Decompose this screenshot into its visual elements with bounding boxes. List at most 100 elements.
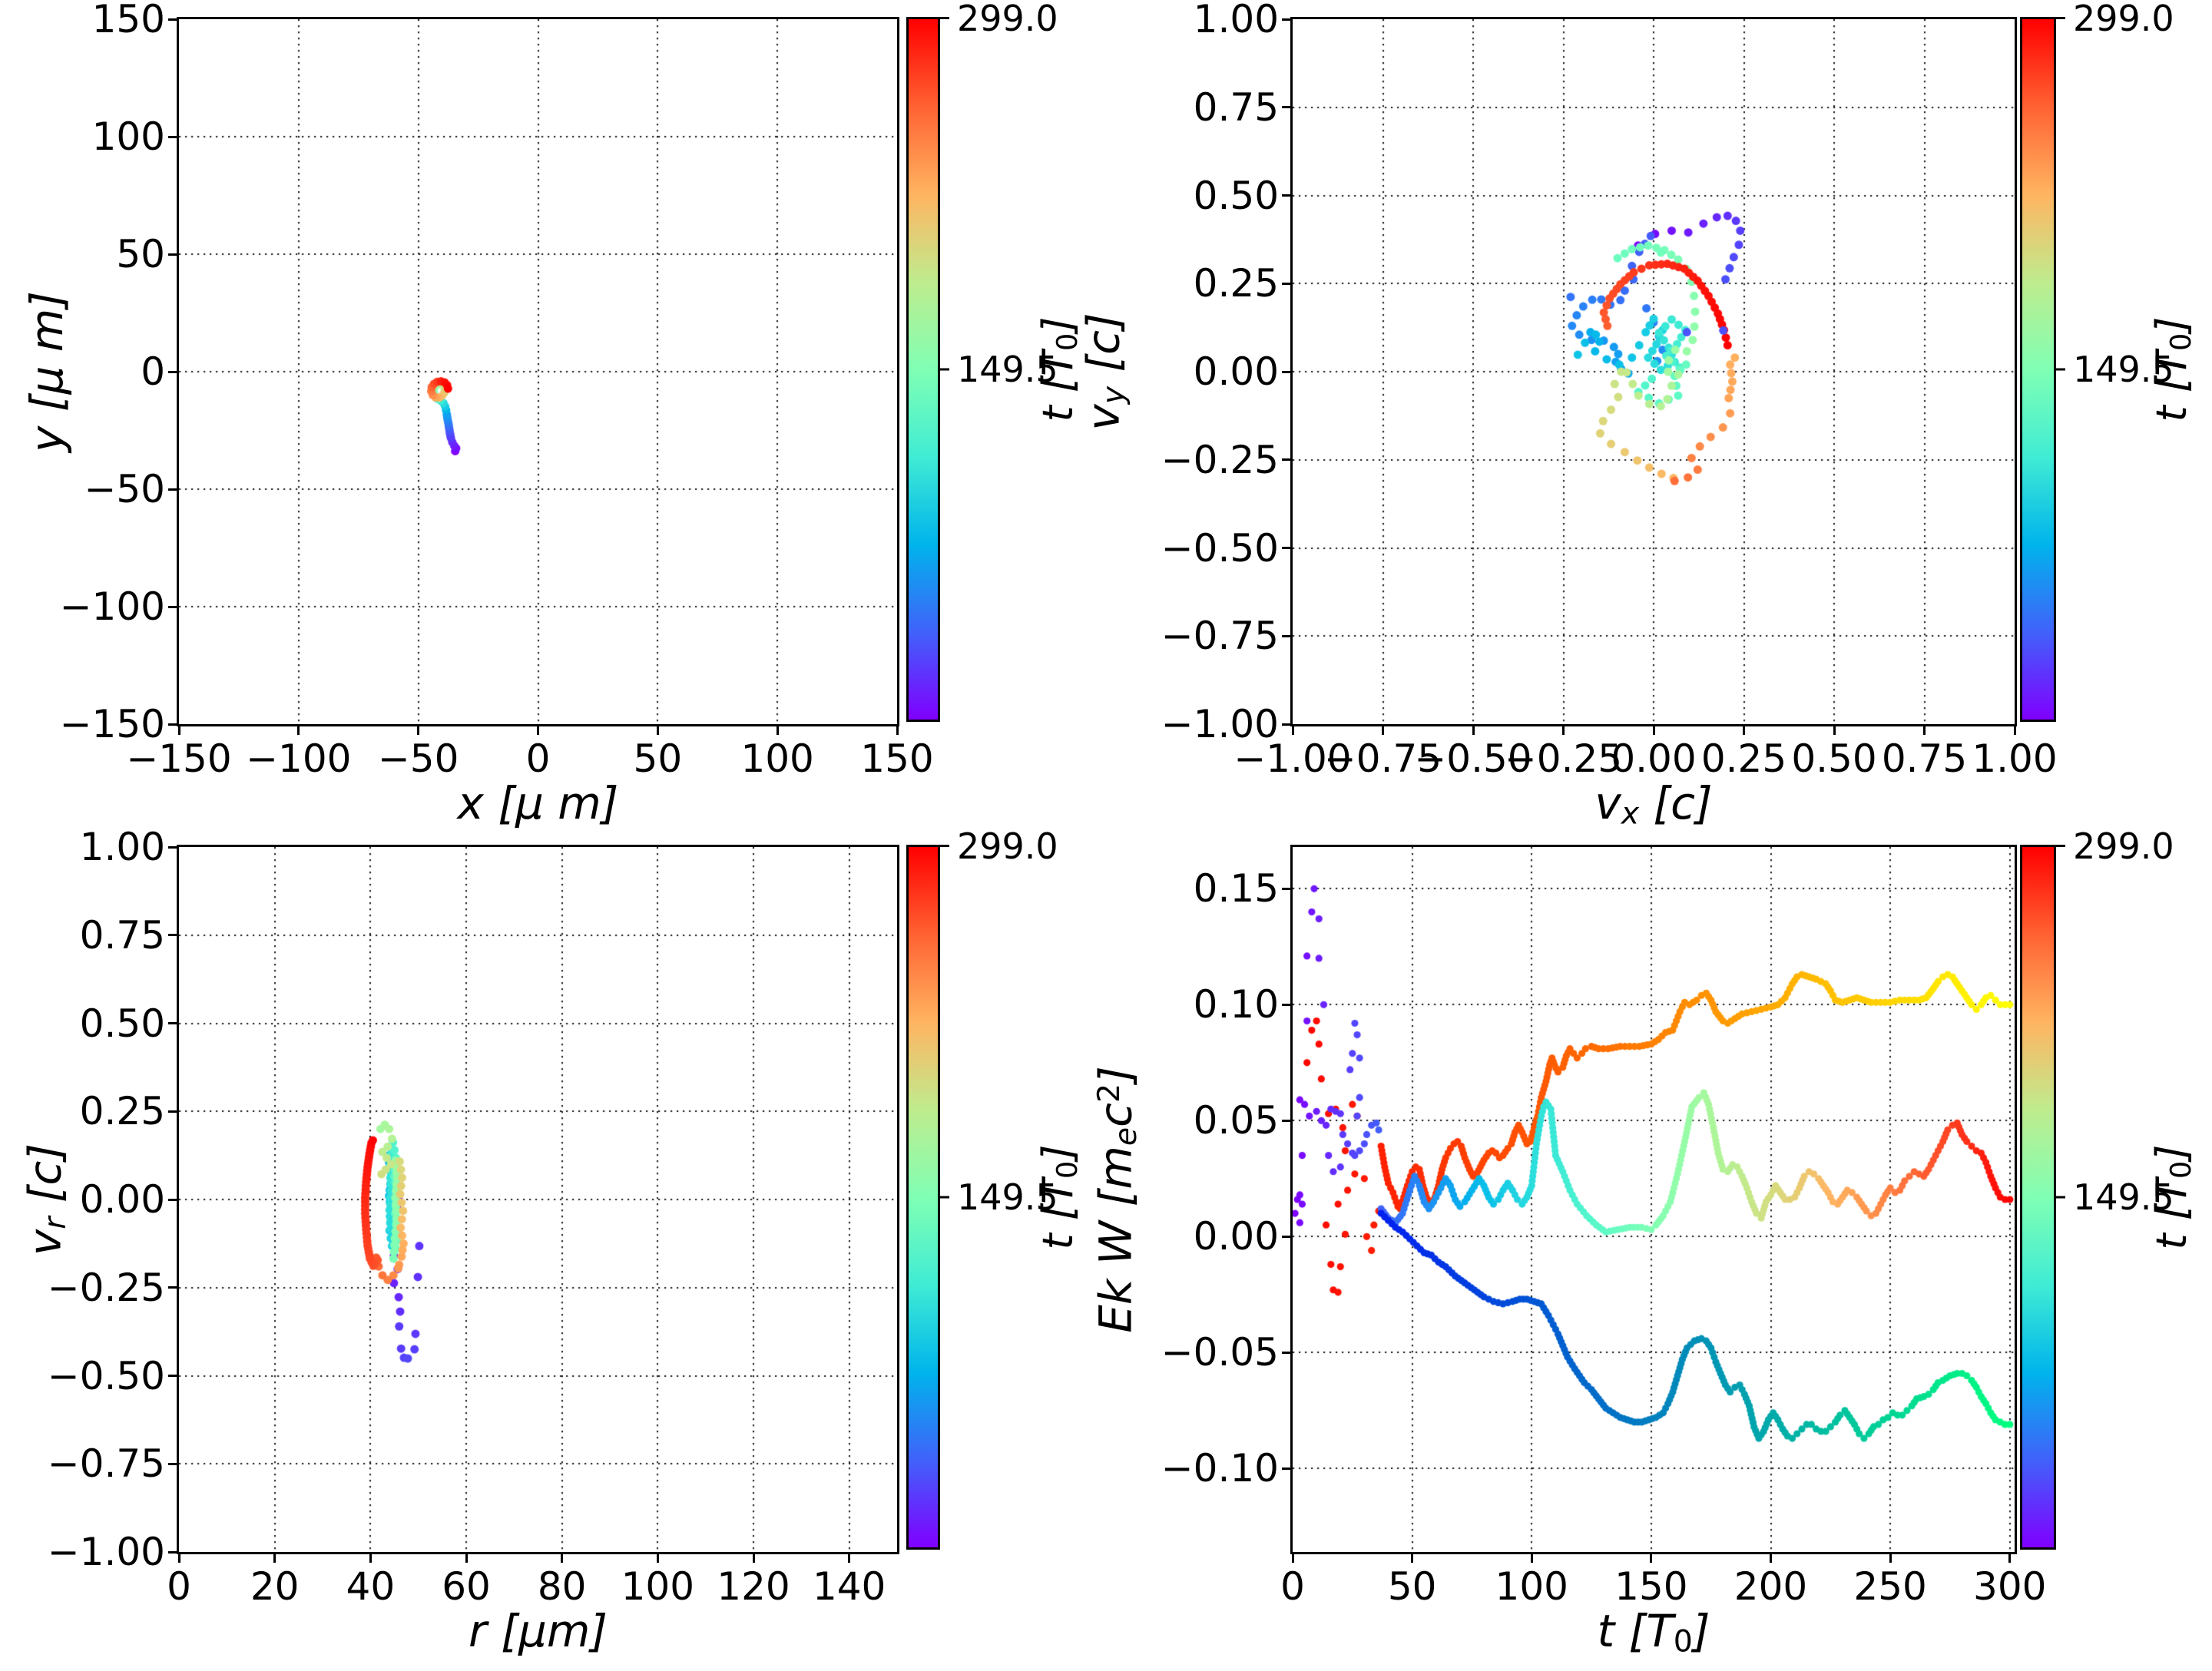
y-tick-mark — [1282, 1119, 1293, 1122]
label-segment: [ — [1034, 1204, 1083, 1234]
label-segment: ] — [590, 1605, 608, 1657]
y-tick-label: 50 — [116, 232, 165, 276]
y-tick-label: 0.25 — [1193, 261, 1279, 306]
label-segment: [ — [2147, 376, 2197, 406]
label-segment: c — [1089, 1102, 1142, 1127]
y-tick-mark — [168, 253, 179, 256]
x-tick-label: −100 — [246, 736, 352, 781]
x-tick-label: −50 — [377, 736, 459, 781]
label-segment: ] — [2147, 1144, 2197, 1161]
y-axis-label-vxvy: vy [c] — [1077, 313, 1131, 430]
x-tick-label: −0.50 — [1414, 736, 1532, 781]
x-tick-mark — [537, 724, 539, 735]
x-tick-mark — [2008, 1552, 2012, 1563]
x-tick-label: 0 — [167, 1564, 191, 1609]
x-tick-mark — [177, 1552, 180, 1563]
x-axis-label-ekw: t [T0] — [1598, 1609, 1710, 1657]
vxvy-plot-canvas — [1293, 19, 2015, 724]
colorbar-tick-mid — [940, 1196, 949, 1199]
label-segment: ] — [1034, 316, 1083, 333]
x-tick-label: 0.50 — [1791, 736, 1877, 781]
rvr-plot-canvas — [179, 847, 897, 1552]
label-segment: [ — [1034, 376, 1083, 406]
y-tick-mark — [168, 605, 179, 608]
label-segment: T — [1034, 351, 1083, 377]
y-tick-mark — [168, 1550, 179, 1554]
label-segment: 0 — [1051, 333, 1084, 352]
label-segment: [ — [1614, 1605, 1647, 1657]
x-tick-mark — [561, 1552, 564, 1563]
x-tick-mark — [1530, 1552, 1533, 1563]
y-tick-mark — [168, 1198, 179, 1201]
colorbar-tick-label-mid: 149.5 — [957, 1176, 1058, 1218]
colorbar-gradient — [2020, 845, 2056, 1550]
y-tick-label: −0.25 — [47, 1265, 165, 1310]
label-segment: T — [2147, 351, 2197, 377]
y-tick-label: 0.25 — [79, 1089, 165, 1134]
x-tick-mark — [465, 1552, 468, 1563]
y-tick-label: 0.00 — [1193, 1214, 1279, 1259]
label-segment: [c] — [1639, 777, 1713, 829]
x-tick-mark — [1770, 1552, 1773, 1563]
label-segment: 2 — [1091, 1083, 1127, 1103]
label-segment: [c] — [1077, 313, 1130, 386]
x-axis-label-xy: x [μ m] — [458, 781, 619, 826]
y-tick-mark — [1282, 1467, 1293, 1470]
xy-plot-canvas — [179, 19, 897, 724]
x-tick-label: 150 — [860, 736, 934, 781]
y-tick-mark — [1282, 1235, 1293, 1238]
x-tick-mark — [417, 724, 420, 735]
label-segment: v — [18, 1229, 71, 1256]
y-tick-label: 0.00 — [1193, 349, 1279, 394]
x-tick-mark — [1923, 724, 1926, 735]
x-tick-label: 100 — [621, 1564, 695, 1609]
label-segment: m — [1089, 1146, 1142, 1190]
label-segment: [ — [2147, 1204, 2197, 1234]
y-tick-label: −0.25 — [1161, 437, 1279, 482]
y-tick-label: 0.05 — [1193, 1098, 1279, 1143]
x-tick-label: 150 — [1614, 1564, 1688, 1609]
x-tick-label: 0.25 — [1700, 736, 1787, 781]
colorbar-gradient — [2020, 17, 2056, 722]
label-segment: T — [2147, 1179, 2197, 1205]
y-axis-label-xy: y [μ m] — [21, 291, 73, 452]
y-tick-label: 1.00 — [79, 825, 165, 869]
colorbar-axis-label: t [T0] — [2147, 317, 2197, 422]
x-tick-mark — [1562, 724, 1565, 735]
ekw-plot-canvas — [1293, 847, 2015, 1552]
label-segment: r — [469, 1605, 487, 1657]
y-tick-label: 0.50 — [79, 1001, 165, 1046]
y-tick-label: 100 — [91, 114, 165, 159]
x-tick-mark — [1833, 724, 1836, 735]
label-segment: Ek W — [1089, 1220, 1142, 1333]
x-tick-mark — [896, 724, 899, 735]
colorbar-gradient — [906, 17, 940, 722]
colorbar-axis-label: t [T0] — [1034, 317, 1084, 422]
y-tick-label: 0 — [141, 349, 165, 394]
y-tick-label: 0.75 — [79, 912, 165, 958]
y-tick-label: −1.00 — [47, 1530, 165, 1574]
y-tick-mark — [168, 135, 179, 138]
x-tick-label: 100 — [740, 736, 814, 781]
colorbar-tick-label-mid: 149.5 — [2073, 1176, 2174, 1218]
y-tick-mark — [168, 370, 179, 373]
y-tick-label: −0.05 — [1161, 1330, 1279, 1375]
label-segment: 0 — [1673, 1623, 1693, 1659]
label-segment: r — [37, 1216, 73, 1229]
colorbar-ekw: 299.0 149.5 t [T0] — [2020, 829, 2197, 1550]
y-tick-mark — [1282, 1003, 1293, 1006]
x-tick-mark — [1889, 1552, 1892, 1563]
label-segment: t — [1597, 1605, 1615, 1657]
x-tick-label: −0.75 — [1323, 736, 1442, 781]
label-segment: ] — [1034, 1144, 1083, 1161]
y-tick-mark — [1282, 547, 1293, 549]
x-tick-label: −0.25 — [1504, 736, 1623, 781]
label-segment: μm — [518, 1605, 591, 1657]
y-tick-mark — [1282, 887, 1293, 890]
label-segment: t — [2147, 405, 2197, 422]
y-tick-mark — [1282, 1351, 1293, 1354]
x-tick-mark — [2013, 724, 2016, 735]
colorbar-tick-label-max: 299.0 — [957, 826, 1058, 867]
x-tick-label: 100 — [1495, 1564, 1568, 1609]
x-tick-mark — [1743, 724, 1745, 735]
